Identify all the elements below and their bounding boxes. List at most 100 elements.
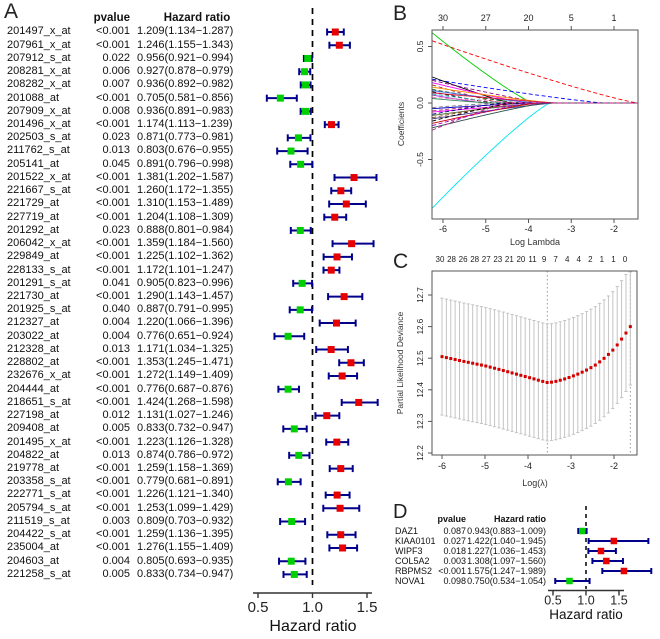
row-pvalue: <0.001 bbox=[96, 91, 130, 104]
panel-a-forest: A pvalue Hazard ratio 201497_x_at <0.001 1… bbox=[0, 0, 379, 635]
svg-text:-0.5: -0.5 bbox=[415, 152, 425, 167]
row-hr-text: 0.805(0.693−0.935) bbox=[137, 554, 234, 567]
row-id: 201292_at bbox=[7, 223, 59, 236]
svg-text:5: 5 bbox=[569, 13, 574, 23]
row-hr-text: 0.891(0.796−0.998) bbox=[137, 157, 234, 170]
row-id: 204822_at bbox=[7, 448, 59, 461]
cv-dot bbox=[484, 364, 488, 368]
svg-text:12.6: 12.6 bbox=[416, 318, 425, 334]
row-hr-text: 0.750(0.534−1.054) bbox=[467, 576, 546, 586]
row-pvalue: <0.001 bbox=[96, 356, 130, 369]
cv-dot bbox=[624, 331, 628, 335]
cv-dot bbox=[536, 378, 540, 382]
row-hr-text: 1.276(1.155−1.409) bbox=[137, 541, 234, 554]
row-hr-text: 0.776(0.651−0.924) bbox=[137, 329, 234, 342]
forest-row: 201496_x_at <0.001 1.174(1.113−1.239) bbox=[0, 118, 246, 131]
svg-text:1.0: 1.0 bbox=[302, 599, 323, 616]
cv-dot bbox=[550, 380, 553, 384]
lasso-line bbox=[432, 102, 638, 127]
forest-row: 208281_x_at 0.006 0.927(0.878−0.979) bbox=[0, 65, 246, 78]
row-pvalue: 0.006 bbox=[102, 65, 130, 78]
row-pvalue: <0.001 bbox=[96, 289, 130, 302]
svg-text:12.5: 12.5 bbox=[416, 350, 425, 366]
row-id: 212328_at bbox=[7, 342, 59, 355]
forest-row: 204822_at 0.013 0.874(0.786−0.972) bbox=[0, 449, 246, 462]
forest-row: 205141_at 0.045 0.891(0.796−0.998) bbox=[0, 158, 246, 171]
cv-dot bbox=[558, 378, 562, 382]
row-pvalue: <0.001 bbox=[96, 369, 130, 382]
row-pvalue: 0.041 bbox=[102, 276, 130, 289]
svg-text:-6: -6 bbox=[438, 461, 446, 471]
cv-dot bbox=[602, 356, 606, 360]
forest-row: 209408_at 0.005 0.833(0.732−0.947) bbox=[0, 422, 246, 435]
cv-dot bbox=[493, 366, 497, 370]
forest-row: 207912_s_at 0.022 0.956(0.921−0.994) bbox=[0, 52, 246, 65]
cv-dot bbox=[620, 337, 624, 341]
forest-row: KIAA0101 0.027 1.422(1.040−1.945) bbox=[390, 536, 550, 546]
row-hr-text: 0.705(0.581−0.856) bbox=[137, 91, 234, 104]
row-hr-text: 1.290(1.143−1.457) bbox=[137, 289, 234, 302]
cv-dot bbox=[475, 362, 479, 366]
cv-dot bbox=[449, 357, 453, 361]
forest-row: 206042_x_at <0.001 1.359(1.184−1.560) bbox=[0, 237, 246, 250]
forest-row: RBPMS2 <0.001 1.575(1.247−1.989) bbox=[390, 566, 550, 576]
cv-dot bbox=[458, 358, 462, 362]
row-pvalue: 0.005 bbox=[102, 422, 130, 435]
svg-text:-4: -4 bbox=[524, 224, 532, 234]
row-pvalue: <0.001 bbox=[96, 170, 130, 183]
cv-dot bbox=[523, 375, 527, 379]
row-id: RBPMS2 bbox=[395, 566, 433, 576]
lasso-line bbox=[432, 93, 638, 104]
row-hr-text: 0.887(0.791−0.995) bbox=[137, 303, 234, 316]
forest-row: NOVA1 0.098 0.750(0.534−1.054) bbox=[390, 576, 550, 586]
row-hr-text: 1.353(1.245−1.471) bbox=[137, 356, 234, 369]
svg-text:2: 2 bbox=[588, 255, 593, 264]
row-pvalue: 0.087 bbox=[443, 526, 466, 536]
lasso-line bbox=[432, 78, 638, 104]
forest-row: 201925_s_at 0.040 0.887(0.791−0.995) bbox=[0, 303, 246, 316]
row-hr-text: 1.422(1.040−1.945) bbox=[467, 536, 546, 546]
row-hr-text: 1.174(1.113−1.239) bbox=[137, 117, 233, 130]
svg-text:30: 30 bbox=[436, 255, 445, 264]
row-pvalue: 0.045 bbox=[102, 157, 130, 170]
row-hr-text: 1.226(1.121−1.340) bbox=[137, 488, 234, 501]
row-id: DAZ1 bbox=[395, 526, 419, 536]
row-id: 229849_at bbox=[7, 250, 59, 263]
lasso-line bbox=[432, 32, 638, 104]
svg-text:-2: -2 bbox=[610, 461, 618, 471]
svg-text:27: 27 bbox=[481, 13, 491, 23]
panel-d-forest: D pvalue Hazard ratio DAZ1 0.087 0.943(0.8… bbox=[390, 495, 660, 639]
cv-dot bbox=[466, 360, 470, 364]
row-hr-text: 1.575(1.247−1.989) bbox=[467, 566, 546, 576]
row-pvalue: <0.001 bbox=[96, 501, 130, 514]
row-id: 204422_s_at bbox=[7, 528, 71, 541]
svg-text:1.0: 1.0 bbox=[577, 594, 594, 608]
svg-text:0.5: 0.5 bbox=[248, 599, 269, 616]
panel-b-lasso: B Coefficients Log Lambda -6 -5 -4 -3 -2 30 27… bbox=[390, 0, 660, 248]
row-hr-text: 1.227(1.036−1.453) bbox=[467, 546, 546, 556]
row-hr-text: 0.833(0.734−0.947) bbox=[137, 567, 234, 580]
row-hr-text: 0.779(0.681−0.891) bbox=[137, 475, 234, 488]
svg-text:-3: -3 bbox=[567, 461, 575, 471]
forest-row: 219778_at <0.001 1.259(1.158−1.369) bbox=[0, 462, 246, 475]
row-hr-text: 0.905(0.823−0.996) bbox=[137, 276, 234, 289]
row-pvalue: 0.013 bbox=[102, 448, 130, 461]
cv-dot bbox=[554, 379, 558, 383]
forest-row: 229849_at <0.001 1.225(1.102−1.362) bbox=[0, 250, 246, 263]
row-pvalue: 0.040 bbox=[102, 303, 130, 316]
lasso-line bbox=[432, 98, 638, 104]
cv-dot bbox=[628, 325, 632, 329]
svg-text:20: 20 bbox=[516, 255, 525, 264]
panel-b-letter: B bbox=[393, 2, 408, 25]
cv-dot bbox=[497, 367, 501, 371]
row-pvalue: 0.003 bbox=[443, 556, 466, 566]
row-hr-text: 0.888(0.801−0.984) bbox=[137, 223, 234, 236]
row-pvalue: <0.001 bbox=[96, 488, 130, 501]
row-pvalue: 0.018 bbox=[443, 546, 466, 556]
row-pvalue: <0.001 bbox=[96, 197, 130, 210]
forest-row: 203358_s_at <0.001 0.779(0.681−0.891) bbox=[0, 475, 246, 488]
cv-dot bbox=[541, 379, 545, 383]
row-id: 205794_s_at bbox=[7, 501, 71, 514]
row-id: 221258_s_at bbox=[7, 567, 71, 580]
forest-row: 201292_at 0.023 0.888(0.801−0.984) bbox=[0, 224, 246, 237]
